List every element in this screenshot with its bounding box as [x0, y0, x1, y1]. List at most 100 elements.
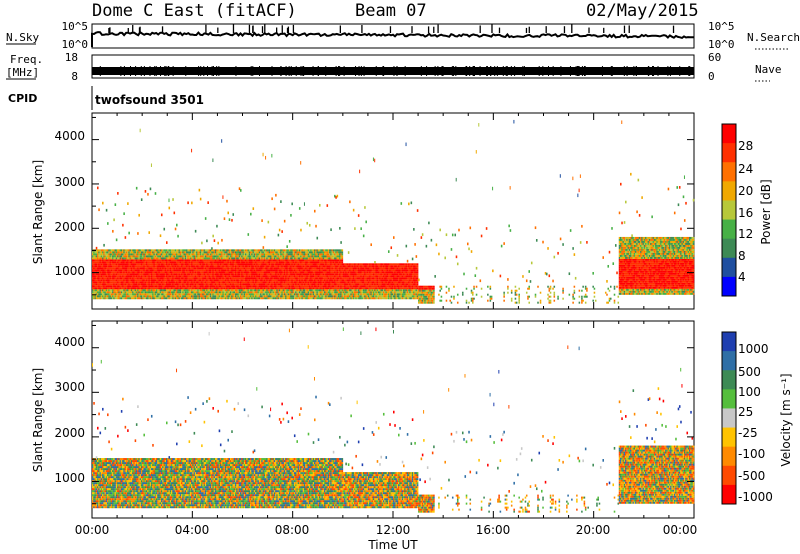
data-cell — [130, 269, 133, 272]
nsearch-tick-bottom: 10^0 — [708, 38, 735, 51]
data-cell — [117, 283, 119, 286]
data-cell — [159, 273, 162, 276]
data-cell — [171, 269, 173, 272]
data-cell — [132, 281, 134, 284]
data-cell — [129, 287, 132, 290]
data-cell — [165, 253, 168, 256]
data-cell — [92, 257, 94, 260]
data-cell — [145, 291, 148, 294]
data-cell — [138, 259, 140, 262]
data-cell — [127, 269, 129, 272]
data-cell — [153, 291, 156, 294]
data-cell — [127, 251, 129, 254]
data-cell — [160, 259, 163, 262]
data-cell — [115, 295, 118, 298]
data-cell — [162, 271, 164, 274]
data-cell — [93, 259, 95, 262]
data-cell — [98, 259, 100, 262]
data-cell — [129, 261, 132, 264]
data-cell — [168, 259, 171, 262]
data-cell — [100, 295, 103, 298]
data-cell — [103, 271, 105, 274]
data-cell — [162, 279, 164, 282]
data-cell — [100, 255, 103, 258]
data-cell — [124, 293, 127, 296]
data-cell — [173, 297, 176, 300]
data-cell — [171, 259, 173, 262]
data-cell — [142, 269, 144, 272]
data-cell — [147, 297, 149, 300]
data-speckle — [135, 186, 138, 190]
data-cell — [123, 263, 125, 266]
data-cell — [100, 297, 103, 300]
data-cell — [123, 267, 125, 270]
data-cell — [114, 281, 117, 284]
data-cell — [150, 287, 153, 290]
data-cell — [160, 261, 163, 264]
data-cell — [181, 293, 183, 296]
data-speckle — [194, 229, 197, 233]
data-cell — [160, 271, 163, 274]
data-cell — [168, 291, 171, 294]
data-cell — [142, 251, 144, 254]
data-cell — [109, 271, 112, 274]
data-cell — [148, 261, 150, 264]
data-cell — [148, 283, 150, 286]
data-cell — [125, 251, 128, 254]
data-cell — [157, 281, 159, 284]
data-cell — [154, 297, 157, 300]
data-cell — [108, 257, 110, 260]
data-cell — [148, 279, 150, 282]
data-cell — [94, 277, 97, 280]
data-cell — [115, 289, 118, 292]
data-speckle — [114, 203, 117, 207]
data-cell — [112, 291, 114, 294]
data-cell — [168, 249, 171, 252]
data-cell — [123, 249, 125, 252]
data-cell — [128, 277, 130, 280]
data-cell — [100, 257, 103, 260]
data-cell — [115, 297, 118, 300]
data-cell — [117, 261, 119, 264]
data-cell — [93, 279, 95, 282]
data-cell — [137, 273, 139, 276]
data-speckle — [250, 212, 252, 216]
data-cell — [125, 279, 128, 282]
data-cell — [107, 283, 109, 286]
data-cell — [123, 283, 125, 286]
data-cell — [99, 267, 102, 270]
data-cell — [109, 295, 112, 298]
data-cell — [135, 277, 138, 280]
data-cell — [165, 289, 168, 292]
data-cell — [104, 259, 107, 262]
data-cell — [137, 283, 139, 286]
data-cell — [117, 263, 119, 266]
data-cell — [181, 279, 183, 282]
data-speckle — [117, 192, 119, 195]
data-cell — [109, 287, 112, 290]
data-cell — [178, 271, 181, 274]
data-cell — [100, 261, 103, 264]
data-cell — [114, 271, 117, 274]
data-cell — [120, 291, 123, 294]
data-cell — [102, 273, 104, 276]
data-cell — [140, 281, 143, 284]
data-cell — [130, 295, 133, 298]
data-cell — [142, 257, 144, 260]
data-cell — [143, 281, 145, 284]
data-cell — [150, 261, 153, 264]
data-cell — [110, 249, 113, 252]
data-speckle — [112, 229, 114, 233]
data-cell — [143, 287, 145, 290]
data-cell — [125, 277, 128, 280]
data-cell — [108, 295, 110, 298]
data-cell — [124, 267, 127, 270]
data-cell — [150, 281, 153, 284]
data-cell — [164, 285, 167, 288]
data-cell — [97, 295, 99, 298]
data-cell — [177, 259, 179, 262]
data-cell — [135, 275, 138, 278]
data-cell — [103, 255, 105, 258]
data-cell — [109, 277, 112, 280]
data-cell — [117, 279, 119, 282]
